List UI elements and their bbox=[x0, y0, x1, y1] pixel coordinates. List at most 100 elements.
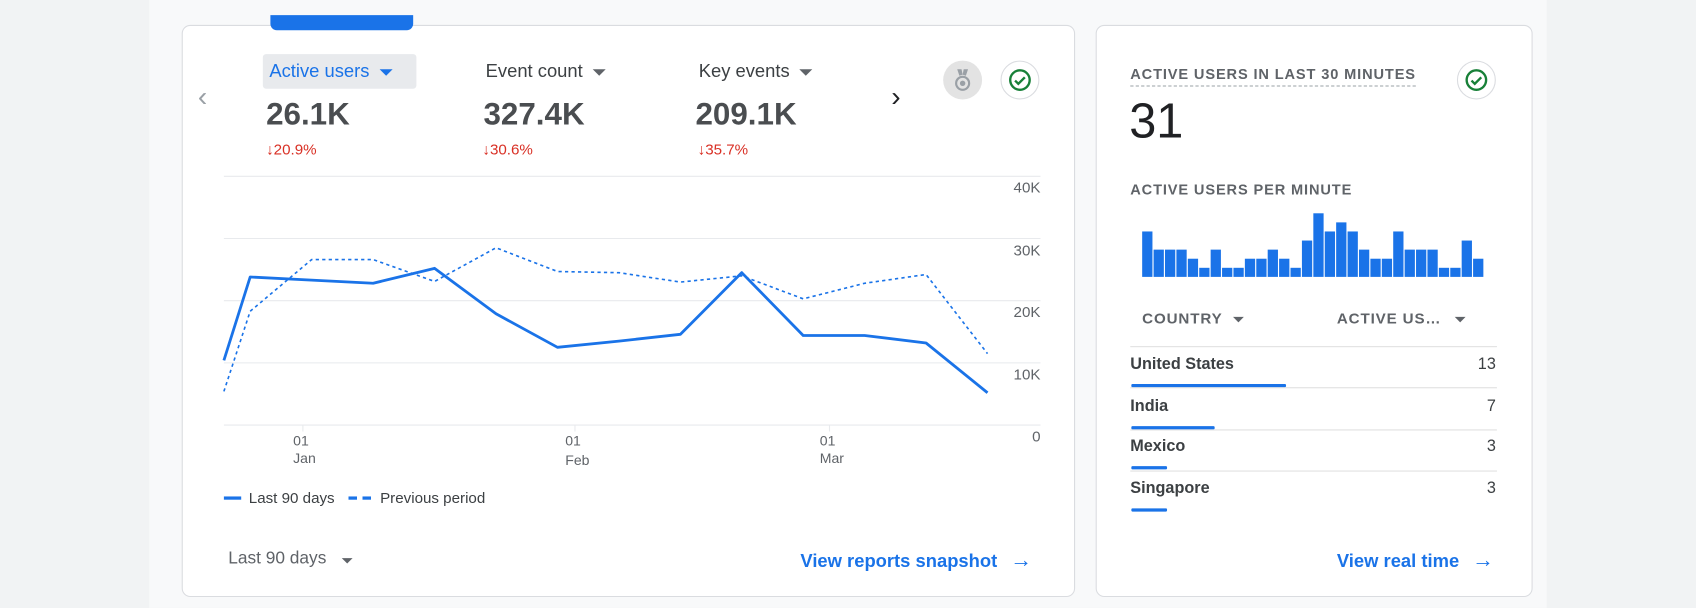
country-name: Singapore bbox=[1130, 479, 1210, 498]
view-real-time-link[interactable]: View real time → bbox=[1337, 548, 1494, 573]
metric-tab-key-events[interactable]: Key events bbox=[692, 54, 819, 89]
series-line-dashed bbox=[223, 246, 989, 392]
selected-card-indicator bbox=[270, 15, 414, 31]
y-tick-label: 30K bbox=[1013, 240, 1041, 258]
chevron-left-icon[interactable]: ‹ bbox=[197, 80, 208, 113]
per-minute-bar[interactable] bbox=[1290, 267, 1301, 277]
per-minute-bar[interactable] bbox=[1358, 249, 1370, 277]
metric-change: ↓35.7% bbox=[697, 140, 749, 158]
x-tick-day: 01 bbox=[293, 432, 309, 449]
caret-down-icon bbox=[799, 69, 813, 76]
metric-tab-active-users[interactable]: Active users bbox=[262, 54, 417, 89]
country-name: United States bbox=[1130, 354, 1234, 374]
caret-down-icon bbox=[1233, 316, 1245, 322]
divider bbox=[1130, 470, 1497, 472]
per-minute-bar[interactable] bbox=[1142, 231, 1153, 277]
y-tick-label: 10K bbox=[1013, 365, 1041, 383]
medal-icon[interactable] bbox=[943, 60, 983, 100]
x-tick-month: Feb bbox=[565, 452, 590, 469]
per-minute-bar[interactable] bbox=[1370, 258, 1381, 277]
divider bbox=[1130, 346, 1497, 348]
legend-label: Previous period bbox=[380, 488, 486, 507]
per-minute-bar[interactable] bbox=[1233, 267, 1244, 277]
date-range-label: Last 90 days bbox=[228, 549, 327, 568]
active-users-column-header[interactable]: ACTIVE US… bbox=[1336, 309, 1466, 327]
caret-down-icon bbox=[1454, 316, 1466, 322]
caret-down-icon bbox=[341, 557, 353, 563]
check-circle-icon[interactable] bbox=[1000, 60, 1040, 100]
per-minute-bar[interactable] bbox=[1438, 267, 1450, 277]
metric-value: 26.1K bbox=[266, 97, 350, 132]
per-minute-bar-chart bbox=[1142, 213, 1484, 277]
header-label: ACTIVE US… bbox=[1336, 309, 1442, 327]
per-minute-bar[interactable] bbox=[1450, 267, 1461, 277]
per-minute-bar[interactable] bbox=[1313, 213, 1324, 277]
series-line-solid bbox=[222, 266, 989, 394]
country-share-bar bbox=[1131, 508, 1168, 512]
country-name: Mexico bbox=[1130, 436, 1186, 456]
x-tick-day: 01 bbox=[819, 432, 836, 449]
per-minute-bar[interactable] bbox=[1381, 258, 1393, 277]
country-share-bar bbox=[1131, 383, 1287, 388]
per-minute-bar[interactable] bbox=[1199, 267, 1210, 277]
per-minute-bar[interactable] bbox=[1347, 231, 1358, 277]
x-tick-day: 01 bbox=[565, 432, 581, 449]
country-column-header[interactable]: COUNTRY bbox=[1142, 309, 1245, 327]
x-tick-label: 01 Feb bbox=[565, 433, 589, 470]
per-minute-bar[interactable] bbox=[1267, 249, 1278, 277]
metric-value: 209.1K bbox=[695, 97, 797, 132]
legend-label: Last 90 days bbox=[248, 488, 335, 507]
per-minute-bar[interactable] bbox=[1279, 258, 1290, 277]
metric-change: ↓20.9% bbox=[266, 140, 317, 158]
x-tick-label: 01 Mar bbox=[820, 433, 844, 468]
overview-card bbox=[181, 24, 1076, 598]
caret-down-icon bbox=[592, 69, 606, 76]
metric-label: Key events bbox=[698, 60, 790, 82]
y-tick-label: 40K bbox=[1013, 178, 1041, 196]
per-minute-bar[interactable] bbox=[1416, 249, 1427, 277]
divider bbox=[1130, 429, 1497, 431]
caret-down-icon bbox=[379, 69, 393, 76]
per-minute-bar[interactable] bbox=[1393, 231, 1404, 277]
per-minute-bar[interactable] bbox=[1153, 249, 1164, 277]
country-share-bar bbox=[1131, 426, 1215, 430]
arrow-down-icon: ↓ bbox=[482, 140, 490, 158]
view-reports-snapshot-link[interactable]: View reports snapshot → bbox=[800, 548, 1031, 573]
per-minute-bar[interactable] bbox=[1336, 222, 1347, 277]
arrow-right-icon: → bbox=[1010, 548, 1032, 573]
y-tick-label: 0 bbox=[1032, 427, 1041, 445]
per-minute-bar[interactable] bbox=[1176, 249, 1187, 277]
per-minute-bar[interactable] bbox=[1187, 258, 1199, 277]
metric-value: 327.4K bbox=[483, 97, 585, 132]
divider bbox=[1130, 387, 1497, 389]
per-minute-bar[interactable] bbox=[1461, 240, 1472, 277]
per-minute-bar[interactable] bbox=[1256, 258, 1267, 277]
check-circle-icon[interactable] bbox=[1456, 60, 1496, 100]
per-minute-bar[interactable] bbox=[1244, 258, 1256, 277]
per-minute-bar[interactable] bbox=[1473, 258, 1484, 277]
x-tick-month: Mar bbox=[819, 449, 844, 467]
per-minute-bar[interactable] bbox=[1222, 267, 1233, 277]
country-share-bar bbox=[1131, 466, 1168, 470]
country-users: 3 bbox=[1486, 436, 1496, 456]
chevron-right-icon[interactable]: › bbox=[891, 80, 901, 113]
per-minute-bar[interactable] bbox=[1427, 249, 1438, 277]
metric-tab-event-count[interactable]: Event count bbox=[479, 54, 612, 89]
link-label: View real time bbox=[1336, 549, 1460, 571]
country-name: India bbox=[1130, 396, 1169, 416]
country-users: 13 bbox=[1477, 354, 1496, 374]
per-minute-bar[interactable] bbox=[1210, 249, 1221, 277]
realtime-card bbox=[1095, 24, 1533, 598]
y-tick-label: 20K bbox=[1013, 302, 1041, 321]
per-minute-bar[interactable] bbox=[1404, 249, 1415, 277]
realtime-title[interactable]: ACTIVE USERS IN LAST 30 MINUTES bbox=[1130, 66, 1416, 87]
per-minute-bar[interactable] bbox=[1164, 249, 1176, 277]
link-label: View reports snapshot bbox=[800, 549, 998, 571]
legend-dashed-swatch bbox=[348, 495, 373, 500]
date-range-dropdown[interactable]: Last 90 days bbox=[228, 549, 353, 568]
arrow-right-icon: → bbox=[1472, 548, 1494, 573]
per-minute-bar[interactable] bbox=[1301, 240, 1313, 277]
x-tick-month: Jan bbox=[293, 449, 316, 467]
line-chart bbox=[222, 175, 1041, 432]
per-minute-bar[interactable] bbox=[1324, 231, 1336, 277]
